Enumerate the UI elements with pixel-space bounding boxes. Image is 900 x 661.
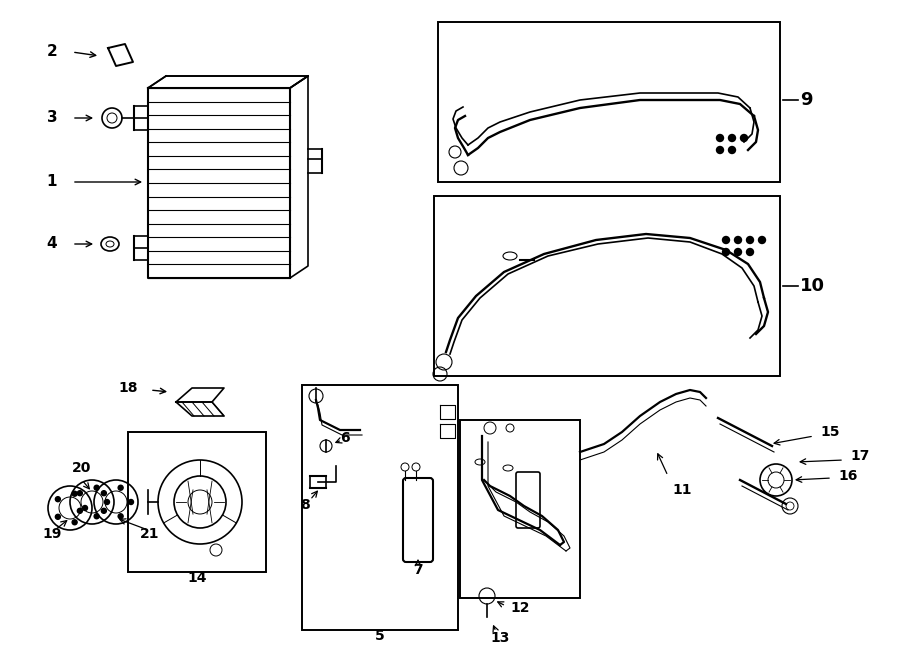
Circle shape xyxy=(741,134,748,141)
Circle shape xyxy=(56,514,60,520)
Circle shape xyxy=(77,490,83,496)
Text: 19: 19 xyxy=(42,527,62,541)
Text: 7: 7 xyxy=(413,563,423,577)
Circle shape xyxy=(129,500,133,504)
Circle shape xyxy=(118,514,123,519)
Text: 8: 8 xyxy=(300,498,310,512)
Text: 12: 12 xyxy=(510,601,529,615)
Circle shape xyxy=(72,520,77,525)
Circle shape xyxy=(83,506,87,510)
Circle shape xyxy=(728,147,735,153)
Text: 4: 4 xyxy=(47,237,58,251)
Bar xyxy=(434,196,780,376)
Circle shape xyxy=(72,491,77,496)
Circle shape xyxy=(77,508,83,514)
Circle shape xyxy=(102,490,106,496)
Text: 21: 21 xyxy=(140,527,160,541)
Circle shape xyxy=(759,237,766,243)
Circle shape xyxy=(56,496,60,502)
Text: 13: 13 xyxy=(491,631,509,645)
Circle shape xyxy=(723,249,730,256)
Circle shape xyxy=(104,500,110,504)
Text: 14: 14 xyxy=(187,571,207,585)
Bar xyxy=(460,420,580,598)
Text: 2: 2 xyxy=(47,44,58,59)
Text: 17: 17 xyxy=(850,449,869,463)
Bar xyxy=(128,432,266,572)
Text: 9: 9 xyxy=(800,91,813,109)
Text: 15: 15 xyxy=(820,425,840,439)
Text: 6: 6 xyxy=(340,431,350,445)
Circle shape xyxy=(716,147,724,153)
Text: 16: 16 xyxy=(838,469,858,483)
Text: 1: 1 xyxy=(47,175,58,190)
Text: 5: 5 xyxy=(375,629,385,643)
Bar xyxy=(438,22,780,182)
Text: 10: 10 xyxy=(800,277,825,295)
Circle shape xyxy=(734,249,742,256)
Circle shape xyxy=(94,514,99,519)
Circle shape xyxy=(746,249,753,256)
Circle shape xyxy=(716,134,724,141)
Circle shape xyxy=(118,485,123,490)
Circle shape xyxy=(723,237,730,243)
Circle shape xyxy=(94,485,99,490)
Circle shape xyxy=(102,508,106,514)
Circle shape xyxy=(728,134,735,141)
Text: 3: 3 xyxy=(47,110,58,126)
Text: 11: 11 xyxy=(672,483,691,497)
Circle shape xyxy=(746,237,753,243)
Circle shape xyxy=(734,237,742,243)
Text: 18: 18 xyxy=(119,381,138,395)
Bar xyxy=(302,385,458,630)
Text: 20: 20 xyxy=(72,461,92,475)
